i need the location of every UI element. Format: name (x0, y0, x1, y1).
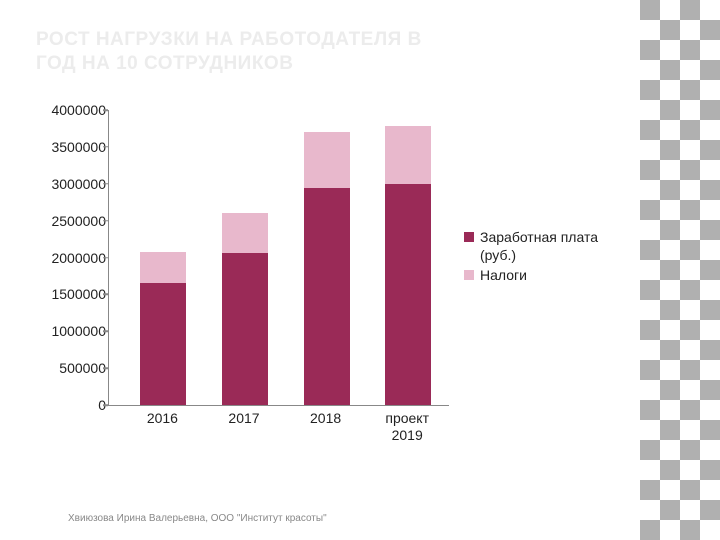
bar-segment-taxes (304, 132, 350, 188)
y-tick-label: 1000000 (36, 323, 106, 339)
y-tick-label: 1500000 (36, 286, 106, 302)
bar-segment-salary (304, 188, 350, 405)
bar-segment-taxes (140, 252, 186, 284)
footer-text: Хвиюзова Ирина Валерьевна, ООО "Институт… (68, 513, 327, 524)
slide: РОСТ НАГРУЗКИ НА РАБОТОДАТЕЛЯ В ГОД НА 1… (0, 0, 720, 540)
legend-swatch (464, 270, 474, 280)
chart-legend: Заработная плата (руб.) Налоги (464, 228, 626, 287)
y-tick-label: 3500000 (36, 139, 106, 155)
bar-group (385, 126, 431, 406)
slide-title: РОСТ НАГРУЗКИ НА РАБОТОДАТЕЛЯ В ГОД НА 1… (36, 28, 436, 76)
y-tick-label: 4000000 (36, 102, 106, 118)
y-tick-mark (103, 404, 108, 406)
y-tick-mark (103, 183, 108, 185)
side-checker-pattern (640, 0, 720, 540)
chart: Заработная плата (руб.) Налоги 0 500000 100… (36, 110, 626, 440)
y-tick-label: 0 (36, 397, 106, 413)
chart-plot (108, 110, 449, 406)
x-tick-label: проект2019 (385, 410, 429, 444)
bar-segment-salary (140, 283, 186, 405)
y-tick-label: 2500000 (36, 213, 106, 229)
legend-item: Налоги (464, 266, 626, 284)
y-tick-label: 3000000 (36, 176, 106, 192)
bar-segment-salary (222, 253, 268, 405)
y-tick-label: 500000 (36, 360, 106, 376)
y-tick-mark (103, 220, 108, 222)
bar-group (304, 132, 350, 405)
legend-item: Заработная плата (руб.) (464, 228, 626, 264)
legend-label: Налоги (480, 266, 527, 284)
x-tick-label: 2016 (147, 410, 178, 427)
bar-segment-taxes (222, 213, 268, 253)
y-tick-label: 2000000 (36, 250, 106, 266)
y-tick-mark (103, 331, 108, 333)
bar-group (222, 213, 268, 405)
y-tick-mark (103, 146, 108, 148)
y-tick-mark (103, 294, 108, 296)
legend-swatch (464, 232, 474, 242)
y-tick-mark (103, 367, 108, 369)
x-tick-label: 2017 (228, 410, 259, 427)
legend-label: Заработная плата (руб.) (480, 228, 626, 264)
bar-group (140, 252, 186, 405)
x-tick-label: 2018 (310, 410, 341, 427)
y-tick-mark (103, 109, 108, 111)
y-tick-mark (103, 257, 108, 259)
bar-segment-salary (385, 184, 431, 405)
bar-segment-taxes (385, 126, 431, 184)
